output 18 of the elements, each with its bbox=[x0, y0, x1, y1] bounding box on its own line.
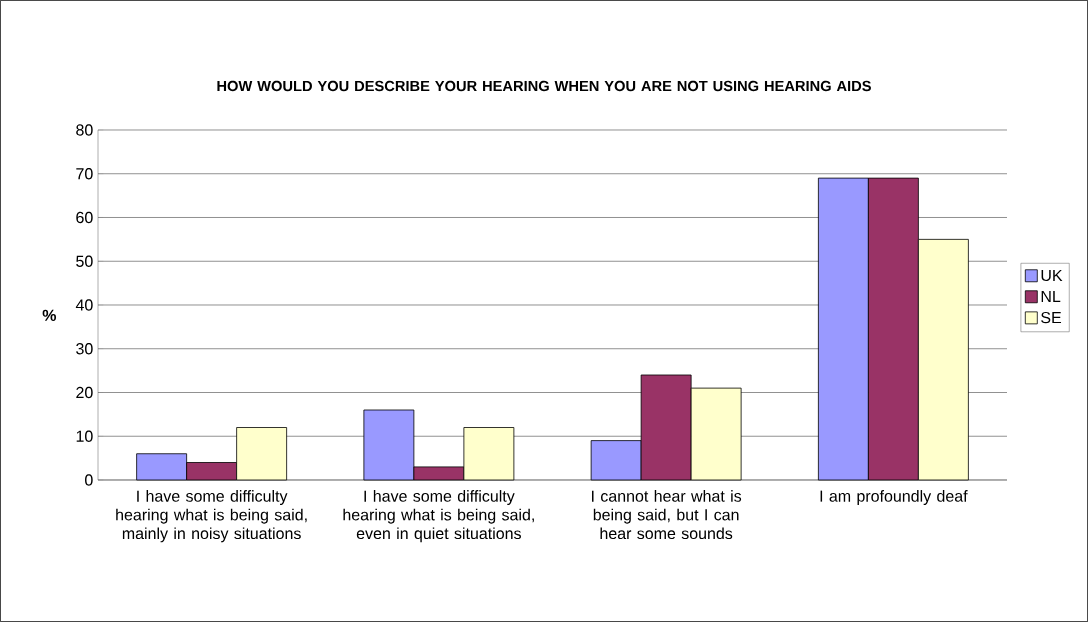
legend-label: SE bbox=[1041, 311, 1062, 324]
x-tick-label: I cannot hear what is being said, but I can hear some sounds bbox=[592, 490, 742, 540]
y-tick-label: 10 bbox=[76, 430, 93, 442]
y-tick-label: 40 bbox=[75, 299, 93, 311]
x-tick-label: I have some difficulty hearing what is being said, mainly in noisy situations bbox=[116, 490, 307, 543]
x-tick-label: I am profoundly deaf bbox=[820, 490, 968, 505]
y-axis-title: % bbox=[42, 309, 57, 321]
y-tick-label: 0 bbox=[85, 474, 93, 486]
y-tick-label: 70 bbox=[76, 168, 93, 180]
y-tick-label: 30 bbox=[76, 343, 93, 355]
legend-label: NL bbox=[1041, 290, 1061, 302]
legend-label: UK bbox=[1041, 269, 1063, 282]
y-tick-label: 50 bbox=[76, 255, 93, 267]
chart-title: HOW WOULD YOU DESCRIBE YOUR HEARING WHEN YOU ARE NOT USING HEARING AIDS bbox=[217, 80, 871, 92]
x-tick-label: I have some difficulty hearing what is being said, even in quiet situations bbox=[343, 490, 534, 543]
y-tick-label: 80 bbox=[76, 124, 93, 136]
y-tick-label: 20 bbox=[76, 386, 93, 399]
y-tick-label: 60 bbox=[76, 211, 93, 224]
